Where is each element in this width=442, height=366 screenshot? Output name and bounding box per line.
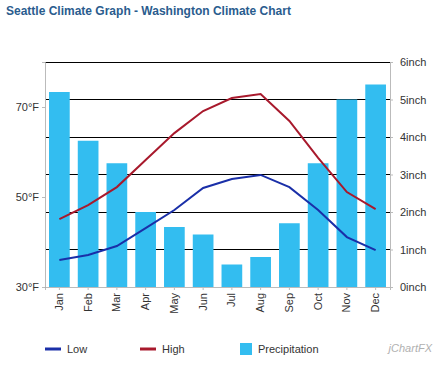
bar (107, 163, 128, 287)
tick-label: Jan (53, 293, 65, 311)
tick: 3inch (390, 169, 426, 181)
tick: 70°F (16, 101, 45, 113)
tick-mark (174, 287, 175, 290)
tick-label: 6inch (400, 56, 426, 68)
tick-label: 2inch (400, 206, 426, 218)
axis-line (46, 288, 391, 291)
tick-mark (42, 197, 45, 198)
tick: Oct (312, 287, 324, 310)
legend-item: High (140, 343, 185, 355)
line (59, 94, 375, 219)
tick-label: Jul (225, 293, 237, 307)
bar (222, 265, 243, 288)
tick-mark (42, 287, 45, 288)
tick-mark (42, 107, 45, 108)
title: Seattle Climate Graph - Washington Clima… (6, 4, 291, 18)
tick: 30°F (16, 281, 45, 293)
bar (164, 227, 185, 287)
tick-mark (375, 287, 376, 290)
tick-label: 0inch (400, 281, 426, 293)
bar (193, 235, 214, 288)
legend-label: High (162, 343, 185, 355)
bar (308, 163, 329, 287)
tick-label: Oct (312, 293, 324, 310)
x-axis: Jan Feb Mar Apr May Jun Jul Aug Sep Oct Nov Dec (46, 287, 391, 314)
y-axis: 30°F 50°F 70°F (16, 63, 46, 294)
bar (250, 257, 271, 287)
tick-label: May (168, 293, 180, 314)
tick-label: 30°F (16, 281, 40, 293)
grid-line (45, 62, 390, 63)
tick-mark (390, 212, 393, 213)
tick-label: 50°F (16, 191, 40, 203)
tick: Feb (82, 287, 94, 312)
tick-label: Dec (369, 293, 381, 313)
tick-label: Jun (197, 293, 209, 311)
tick: 2inch (390, 206, 426, 218)
tick-label: 5inch (400, 94, 426, 106)
tick: May (168, 287, 180, 314)
legend: Low High Precipitation (45, 343, 319, 355)
tick-mark (390, 62, 393, 63)
legend-label: Precipitation (258, 343, 319, 355)
tick: Jan (53, 287, 65, 311)
tick: Mar (110, 287, 122, 312)
tick-mark (116, 287, 117, 290)
tick-label: 4inch (400, 131, 426, 143)
tick: 6inch (390, 56, 426, 68)
tick-mark (203, 287, 204, 290)
tick-mark (390, 100, 393, 101)
legend-label: Low (67, 343, 87, 355)
tick: Apr (139, 287, 151, 310)
tick: Jul (225, 287, 237, 307)
tick-mark (145, 287, 146, 290)
annotation: jChartFX (387, 342, 433, 354)
legend-swatch (45, 348, 61, 351)
line (59, 175, 375, 260)
y2-axis: 0inch 1inch 2inch 3inch 4inch 5inch 6inch (390, 56, 426, 293)
bar (279, 223, 300, 287)
tick: 5inch (390, 94, 426, 106)
tick: Nov (340, 287, 352, 313)
tick-label: Aug (254, 293, 266, 313)
bar (78, 141, 99, 287)
tick-mark (231, 287, 232, 290)
axis-line (42, 63, 46, 288)
tick-mark (390, 175, 393, 176)
bar (365, 85, 386, 288)
legend-item: Low (45, 343, 87, 355)
chart: Seattle Climate Graph - Washington Clima… (0, 0, 442, 366)
marks (49, 85, 386, 288)
tick-label: 3inch (400, 169, 426, 181)
axis-line (391, 63, 394, 288)
tick-label: Nov (340, 293, 352, 313)
tick-mark (289, 287, 290, 290)
tick: Sep (283, 287, 295, 313)
tick-label: Apr (139, 293, 151, 310)
legend-swatch (140, 348, 156, 351)
tick-mark (318, 287, 319, 290)
tick-mark (390, 250, 393, 251)
tick-mark (88, 287, 89, 290)
tick-label: 1inch (400, 244, 426, 256)
tick-label: Feb (82, 293, 94, 312)
tick: 50°F (16, 191, 45, 203)
tick-mark (346, 287, 347, 290)
tick: 0inch (390, 281, 426, 293)
tick-mark (59, 287, 60, 290)
legend-item: Precipitation (240, 343, 319, 355)
tick: 4inch (390, 131, 426, 143)
tick-mark (260, 287, 261, 290)
tick: Aug (254, 287, 266, 313)
tick-label: 70°F (16, 101, 40, 113)
tick: Jun (197, 287, 209, 311)
tick-label: Mar (110, 293, 122, 312)
tick-label: Sep (283, 293, 295, 313)
legend-swatch (240, 343, 252, 355)
tick-mark (390, 137, 393, 138)
grid (45, 62, 390, 287)
bar (337, 100, 358, 288)
tick: 1inch (390, 244, 426, 256)
tick: Dec (369, 287, 381, 313)
